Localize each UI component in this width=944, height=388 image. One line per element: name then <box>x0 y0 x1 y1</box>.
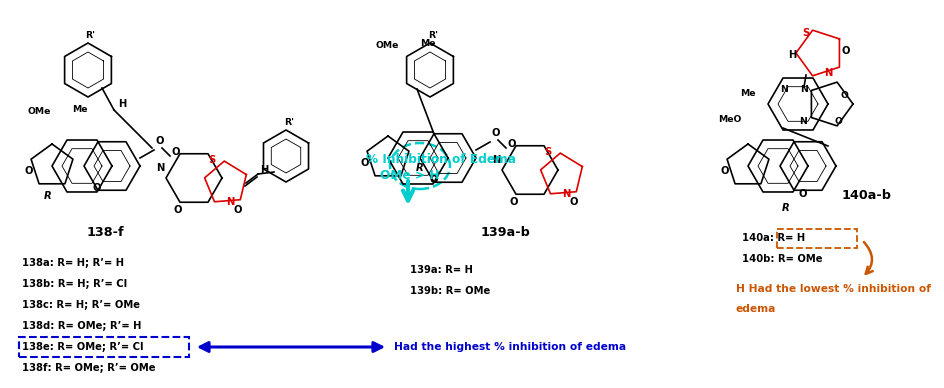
Text: 138c: R= H; R’= OMe: 138c: R= H; R’= OMe <box>22 300 140 310</box>
Text: R': R' <box>85 31 95 40</box>
Text: O: O <box>93 183 101 193</box>
Text: H: H <box>260 165 268 175</box>
Text: O: O <box>839 92 847 100</box>
Text: N: N <box>780 85 787 95</box>
Text: 140a-b: 140a-b <box>841 189 891 203</box>
Text: O: O <box>233 205 242 215</box>
Text: S: S <box>544 147 551 157</box>
Text: O: O <box>509 197 517 207</box>
Text: H Had the lowest % inhibition of: H Had the lowest % inhibition of <box>735 284 930 294</box>
Text: 138b: R= H; R’= Cl: 138b: R= H; R’= Cl <box>22 279 127 289</box>
Text: 138e: R= OMe; R’= Cl: 138e: R= OMe; R’= Cl <box>22 342 143 352</box>
Text: S: S <box>801 28 809 38</box>
Text: MeO: MeO <box>717 116 741 125</box>
Text: O: O <box>841 46 850 56</box>
Text: O: O <box>156 136 164 146</box>
Text: S: S <box>209 155 215 165</box>
Text: N: N <box>226 197 234 207</box>
Text: 139a-b: 139a-b <box>480 227 531 239</box>
Text: R: R <box>415 163 424 173</box>
Text: N: N <box>823 68 832 78</box>
Text: R: R <box>44 191 52 201</box>
Text: N: N <box>491 155 499 165</box>
Text: N: N <box>799 118 806 126</box>
Text: N: N <box>800 85 807 95</box>
Text: R': R' <box>284 118 294 127</box>
Text: edema: edema <box>735 304 776 314</box>
Text: O: O <box>798 189 806 199</box>
Text: O: O <box>430 175 438 185</box>
Text: Had the highest % inhibition of edema: Had the highest % inhibition of edema <box>394 342 626 352</box>
Text: H: H <box>118 99 126 109</box>
Text: 138d: R= OMe; R’= H: 138d: R= OMe; R’= H <box>22 321 142 331</box>
Text: O: O <box>834 118 841 126</box>
Text: R: R <box>782 203 789 213</box>
Text: O: O <box>720 166 729 176</box>
Text: O: O <box>492 128 500 138</box>
Text: O: O <box>172 147 180 157</box>
Text: Me: Me <box>739 88 754 97</box>
Text: 139a: R= H: 139a: R= H <box>410 265 472 275</box>
Text: Me: Me <box>419 40 435 48</box>
Text: R': R' <box>428 31 437 40</box>
Text: Me: Me <box>72 106 88 114</box>
Text: O: O <box>569 197 578 207</box>
Text: OMe: OMe <box>28 107 51 116</box>
Text: % Inhibition of Edema: % Inhibition of Edema <box>365 154 515 166</box>
Text: N: N <box>562 189 569 199</box>
Text: OMe > H: OMe > H <box>379 170 439 182</box>
Text: OMe: OMe <box>376 42 399 50</box>
Text: 140b: R= OMe: 140b: R= OMe <box>741 254 821 264</box>
Text: N: N <box>156 163 164 173</box>
Text: 139b: R= OMe: 139b: R= OMe <box>410 286 490 296</box>
Text: 140a: R= H: 140a: R= H <box>741 233 804 243</box>
Text: O: O <box>174 205 182 215</box>
Text: 138f: R= OMe; R’= OMe: 138f: R= OMe; R’= OMe <box>22 363 156 373</box>
Text: 138a: R= H; R’= H: 138a: R= H; R’= H <box>22 258 124 268</box>
Text: O: O <box>25 166 33 176</box>
Text: 138-f: 138-f <box>86 227 124 239</box>
Text: O: O <box>508 139 516 149</box>
Text: H: H <box>787 50 795 60</box>
Text: O: O <box>361 158 369 168</box>
